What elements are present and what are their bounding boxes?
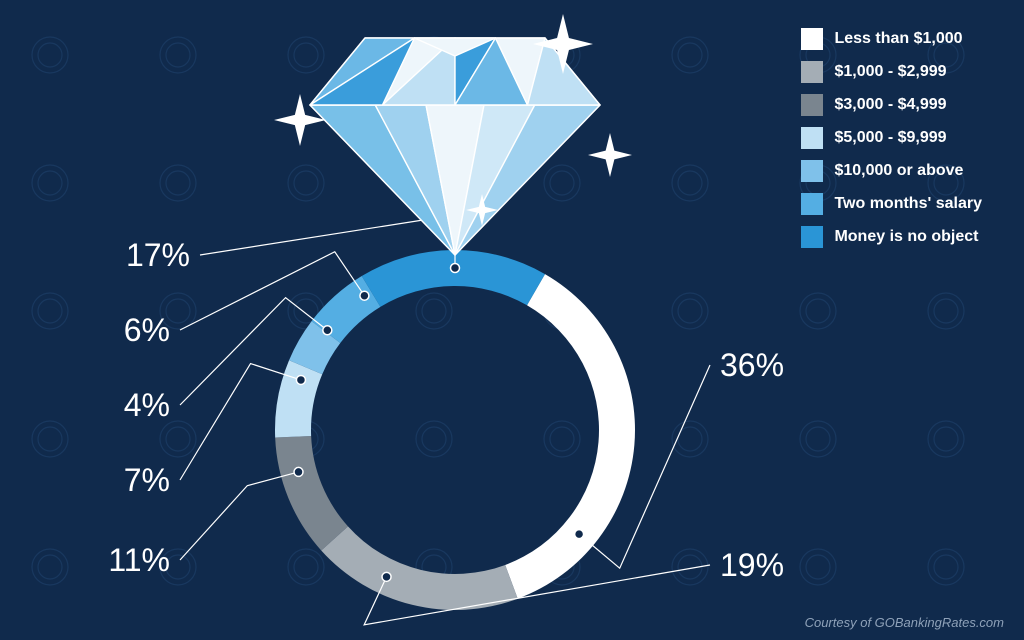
legend-swatch [801,193,823,215]
legend-row: $5,000 - $9,999 [801,127,982,149]
legend-swatch [801,127,823,149]
pct-label: 19% [720,547,784,584]
legend-label: Less than $1,000 [834,30,962,48]
legend-row: $10,000 or above [801,160,982,182]
legend-swatch [801,28,823,50]
legend-swatch [801,160,823,182]
legend-swatch [801,61,823,83]
pct-label: 36% [720,347,784,384]
legend-swatch [801,226,823,248]
legend: Less than $1,000 $1,000 - $2,999 $3,000 - … [801,28,982,259]
pct-label: 6% [124,312,170,349]
legend-row: $1,000 - $2,999 [801,61,982,83]
legend-label: $1,000 - $2,999 [834,63,946,81]
credit-line: Courtesy of GOBankingRates.com [805,615,1004,630]
legend-row: Two months' salary [801,193,982,215]
legend-row: $3,000 - $4,999 [801,94,982,116]
pct-label: 4% [124,387,170,424]
infographic-stage: Less than $1,000 $1,000 - $2,999 $3,000 - … [0,0,1024,640]
legend-swatch [801,94,823,116]
legend-label: $5,000 - $9,999 [834,129,946,147]
legend-label: $10,000 or above [834,162,963,180]
legend-row: Less than $1,000 [801,28,982,50]
legend-row: Money is no object [801,226,982,248]
pct-label: 7% [124,462,170,499]
legend-label: $3,000 - $4,999 [834,96,946,114]
legend-label: Money is no object [834,228,978,246]
pct-label: 11% [108,542,170,579]
legend-label: Two months' salary [834,195,982,213]
pct-label: 17% [126,237,190,274]
